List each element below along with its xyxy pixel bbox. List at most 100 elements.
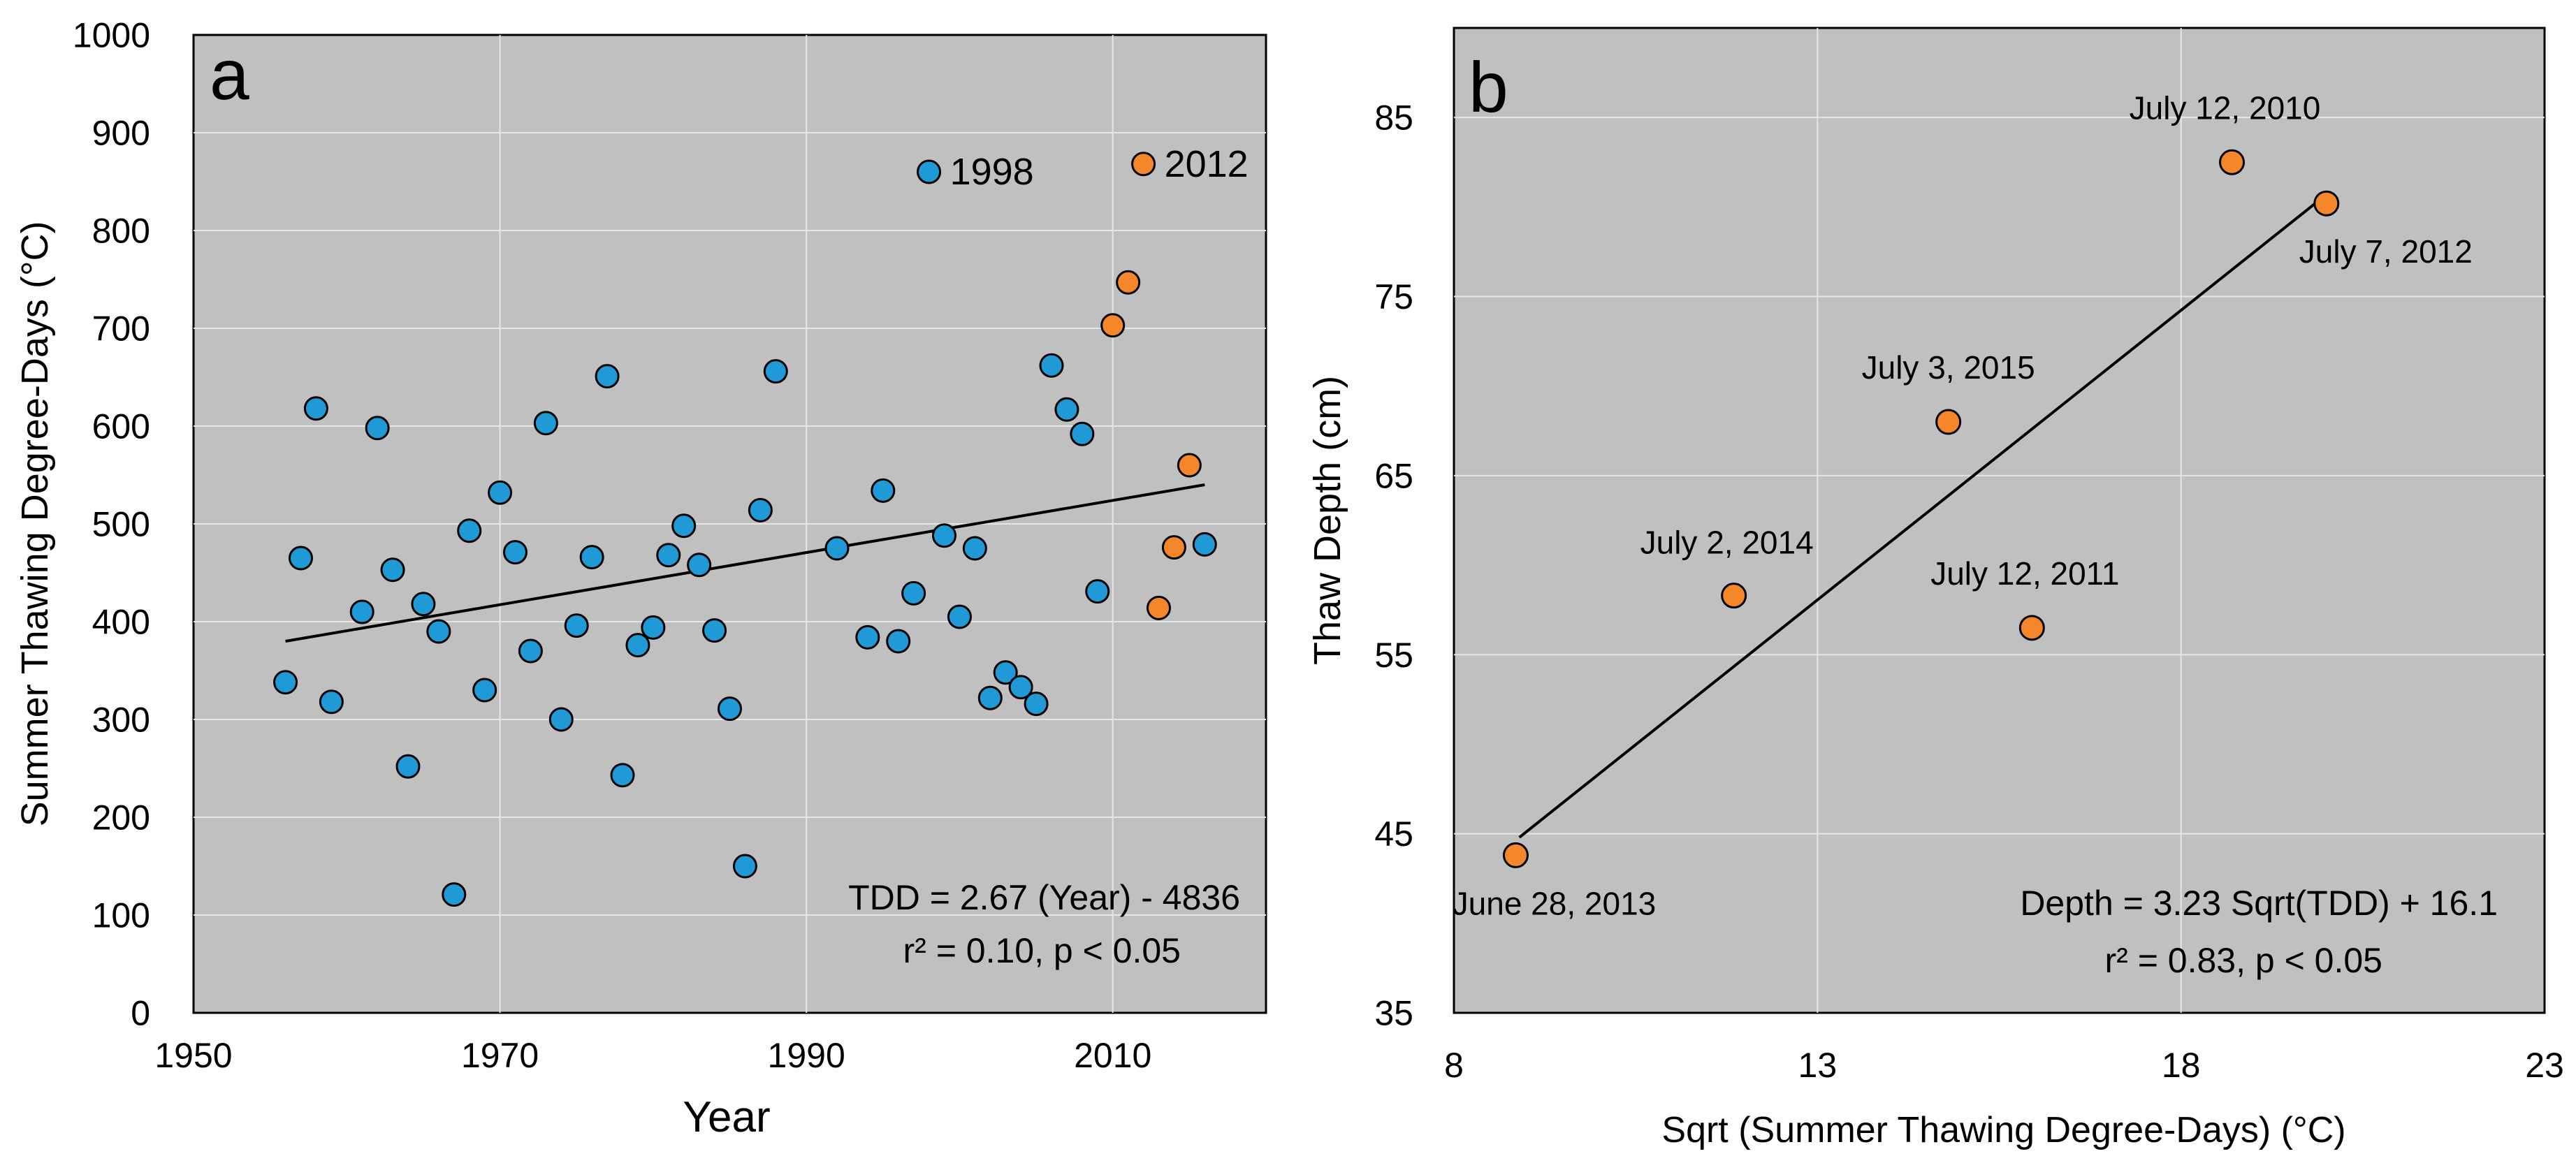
data-point — [855, 624, 880, 650]
data-point — [564, 613, 589, 638]
data-point — [1177, 453, 1202, 478]
point-date-label: June 28, 2013 — [1453, 885, 1657, 921]
y-tick-label: 35 — [1374, 994, 1413, 1033]
panel-label-b: b — [1469, 47, 1508, 127]
data-point — [901, 580, 926, 606]
y-tick-label: 800 — [92, 212, 150, 251]
y-axis-title-b: Thaw Depth (cm) — [1307, 376, 1348, 665]
point-annotation: 2012 — [1165, 143, 1249, 185]
panel-b: 35 45 55 65 75 85 8 13 18 23 June 28, 2013 July 2… — [1307, 27, 2564, 1150]
data-point — [932, 523, 956, 548]
data-point — [1116, 270, 1141, 295]
y-tick-labels-a: 0 100 200 300 400 500 600 700 800 900 1000 — [73, 16, 150, 1033]
data-points-b — [1502, 149, 2340, 868]
equation-a: TDD = 2.67 (Year) - 4836 — [848, 878, 1240, 917]
x-tick-label: 1970 — [461, 1036, 539, 1075]
x-tick-label: 23 — [2525, 1046, 2564, 1085]
x-tick-labels-b: 8 13 18 23 — [1444, 1046, 2564, 1085]
equation-b: Depth = 3.23 Sqrt(TDD) + 16.1 — [2020, 884, 2498, 923]
data-point — [656, 543, 681, 568]
data-point — [1100, 313, 1126, 338]
stats-b: r² = 0.83, p < 0.05 — [2105, 941, 2383, 980]
y-tick-label: 700 — [92, 309, 150, 349]
data-point — [579, 545, 604, 570]
plot-area-b — [1453, 27, 2546, 1014]
point-annotation: 1998 — [950, 151, 1034, 193]
data-point — [1039, 353, 1064, 378]
y-tick-label: 600 — [92, 407, 150, 446]
data-point — [1054, 397, 1079, 422]
y-tick-label: 400 — [92, 603, 150, 642]
point-date-label: July 3, 2015 — [1862, 349, 2035, 386]
point-labels-b: June 28, 2013 July 2, 2014 July 3, 2015 Jul… — [1453, 89, 2473, 921]
point-date-label: July 12, 2010 — [2130, 89, 2321, 126]
data-point — [886, 629, 911, 654]
y-tick-label: 55 — [1374, 636, 1413, 675]
y-tick-label: 900 — [92, 114, 150, 153]
y-tick-label: 1000 — [73, 16, 150, 55]
y-tick-label: 65 — [1374, 456, 1413, 495]
y-axis-title-a: Summer Thawing Degree-Days (°C) — [14, 221, 56, 827]
data-point — [1192, 532, 1217, 557]
data-point — [472, 678, 497, 703]
data-point — [947, 604, 972, 629]
x-tick-labels-a: 1950 1970 1990 2010 — [154, 1036, 1151, 1075]
data-point — [1935, 409, 1962, 435]
x-tick-label: 13 — [1798, 1046, 1838, 1085]
data-point — [610, 763, 635, 788]
data-point — [1070, 421, 1095, 446]
x-tick-label: 1950 — [154, 1036, 232, 1075]
data-point — [503, 540, 527, 565]
data-point — [289, 546, 313, 571]
panel-label-a: a — [210, 35, 249, 115]
data-point — [1161, 535, 1186, 560]
data-point — [442, 882, 467, 907]
y-tick-label: 500 — [92, 505, 150, 544]
trendline-b — [1518, 193, 2328, 839]
data-points-a — [273, 152, 1217, 907]
data-point — [303, 396, 328, 421]
data-point — [457, 518, 482, 543]
y-tick-label: 0 — [131, 994, 150, 1033]
data-point — [1721, 583, 1747, 609]
y-tick-label: 45 — [1374, 814, 1413, 854]
data-point — [349, 599, 374, 624]
data-point — [380, 557, 405, 583]
data-point — [365, 416, 390, 441]
y-tick-label: 300 — [92, 701, 150, 740]
data-point — [273, 670, 298, 695]
data-point — [917, 159, 942, 184]
data-point — [993, 660, 1018, 685]
data-point — [488, 480, 513, 505]
data-point — [595, 364, 620, 389]
data-point — [411, 592, 436, 617]
x-tick-label: 1990 — [768, 1036, 845, 1075]
point-date-label: July 2, 2014 — [1640, 525, 1814, 561]
y-tick-labels-b: 35 45 55 65 75 85 — [1374, 98, 1413, 1033]
y-tick-label: 100 — [92, 896, 150, 935]
data-point — [518, 638, 543, 664]
data-point — [1024, 692, 1049, 717]
data-point — [548, 707, 574, 732]
data-point — [426, 619, 451, 644]
x-tick-label: 2010 — [1074, 1036, 1151, 1075]
y-tick-label: 75 — [1374, 277, 1413, 316]
x-axis-title-b: Sqrt (Summer Thawing Degree-Days) (°C) — [1661, 1110, 2345, 1150]
data-point — [1502, 842, 1529, 868]
data-point — [625, 633, 650, 658]
data-point — [871, 478, 896, 503]
data-point — [977, 685, 1003, 710]
data-point — [687, 553, 712, 578]
data-point — [718, 696, 742, 722]
data-point — [702, 618, 727, 643]
data-point — [2219, 149, 2246, 175]
x-tick-label: 18 — [2162, 1046, 2201, 1085]
data-point — [533, 411, 558, 436]
data-point — [763, 359, 788, 384]
data-point — [1147, 595, 1171, 620]
point-date-label: July 12, 2011 — [1930, 555, 2119, 592]
data-point — [824, 536, 850, 561]
data-point — [1008, 675, 1033, 700]
x-axis-title-a: Year — [683, 1093, 770, 1141]
